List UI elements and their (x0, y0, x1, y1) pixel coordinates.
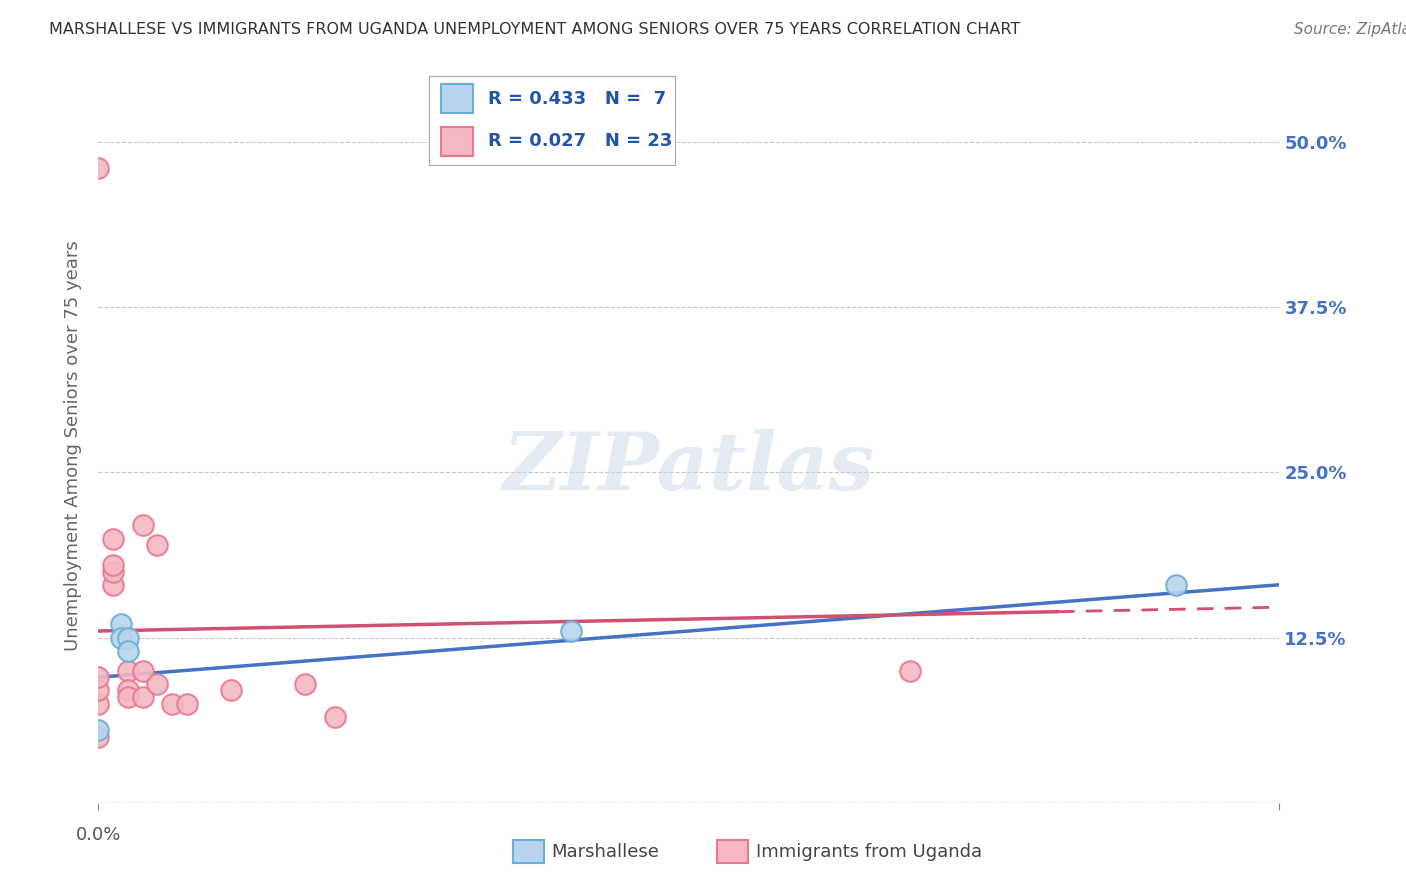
Point (87, 697, 110, 711)
Point (117, 690, 139, 704)
Point (294, 677, 316, 691)
Point (146, 677, 169, 691)
Point (132, 690, 155, 704)
Point (132, 664, 155, 678)
Point (103, 565, 125, 579)
Point (87, 683, 110, 698)
Point (87, 161, 110, 176)
Point (219, 683, 242, 698)
Point (146, 538, 169, 552)
Point (560, 624, 582, 638)
Point (87, 670, 110, 684)
Text: Immigrants from Uganda: Immigrants from Uganda (756, 843, 983, 861)
Point (132, 518, 155, 533)
Text: ZIPatlas: ZIPatlas (503, 429, 875, 506)
Text: Marshallese: Marshallese (551, 843, 659, 861)
Point (87, 723, 110, 738)
Point (117, 644, 139, 658)
Point (900, 664, 922, 678)
Point (103, 578, 125, 592)
Y-axis label: Unemployment Among Seniors over 75 years: Unemployment Among Seniors over 75 years (65, 241, 83, 651)
Point (103, 558, 125, 572)
Point (117, 631, 139, 645)
Point (110, 617, 132, 632)
Text: R = 0.433   N =  7: R = 0.433 N = 7 (488, 89, 666, 108)
Point (117, 683, 139, 698)
Point (103, 532, 125, 546)
Bar (441, 127, 472, 156)
Text: MARSHALLESE VS IMMIGRANTS FROM UGANDA UNEMPLOYMENT AMONG SENIORS OVER 75 YEARS C: MARSHALLESE VS IMMIGRANTS FROM UGANDA UN… (49, 22, 1021, 37)
Point (87, 730, 110, 744)
Point (176, 697, 198, 711)
Text: R = 0.027   N = 23: R = 0.027 N = 23 (488, 132, 672, 151)
Point (162, 697, 183, 711)
Point (1164, 578, 1187, 592)
Text: 0.0%: 0.0% (76, 826, 121, 844)
Text: Source: ZipAtlas.com: Source: ZipAtlas.com (1294, 22, 1406, 37)
Point (117, 664, 139, 678)
Point (110, 631, 132, 645)
Bar (441, 84, 472, 113)
Point (323, 710, 346, 724)
